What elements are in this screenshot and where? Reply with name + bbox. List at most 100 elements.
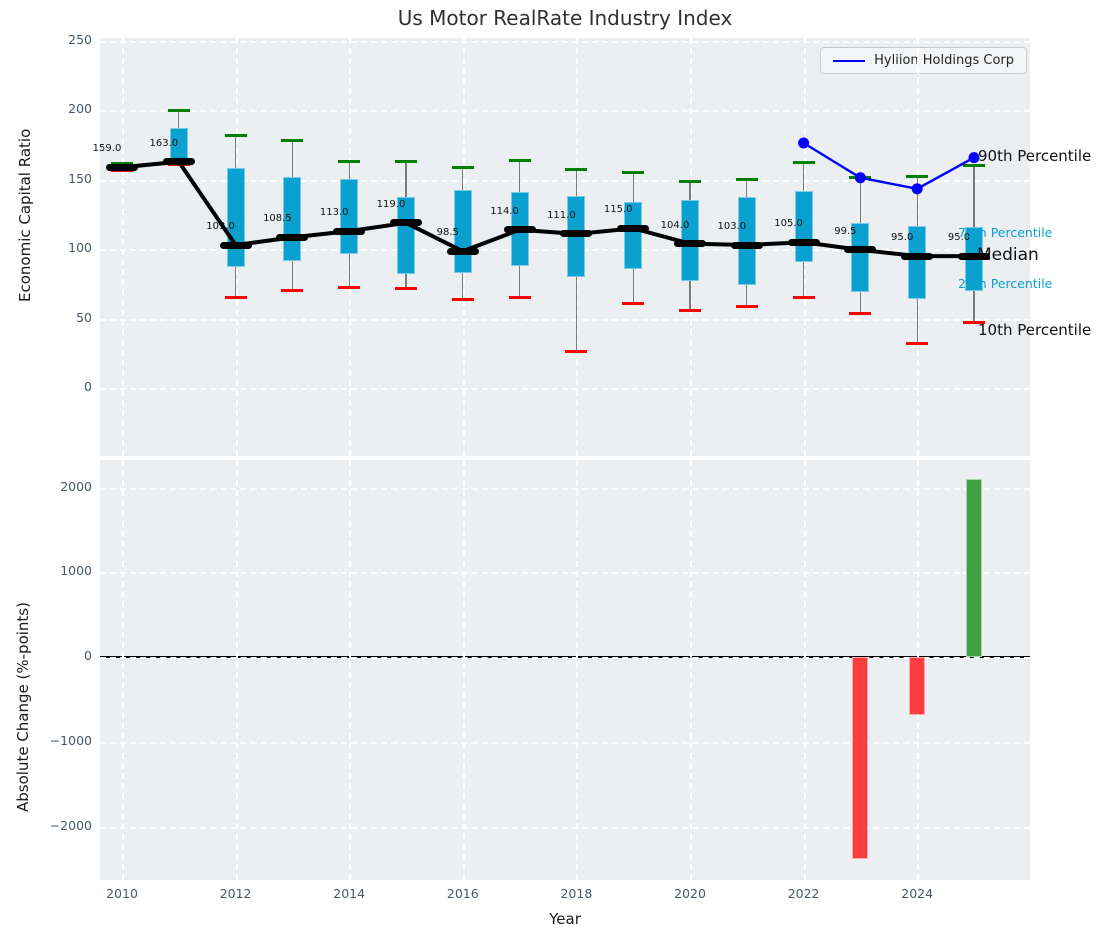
gridline	[100, 179, 1030, 182]
chart-title: Us Motor RealRate Industry Index	[397, 6, 733, 30]
gridline	[100, 826, 1030, 829]
bottom-y-tick-label: −1000	[49, 732, 92, 748]
hyliion-marker	[798, 137, 810, 149]
median-marker-2023	[844, 246, 877, 254]
box-2024	[908, 225, 927, 300]
annotation-p25: 25th Percentile	[958, 276, 1053, 291]
gridline	[803, 460, 806, 880]
median-value-label-2016: 98.5	[436, 227, 459, 239]
gridline	[349, 460, 352, 880]
x-tick-label: 2010	[106, 886, 138, 901]
cap-90th-2017	[508, 158, 531, 162]
box-2015	[397, 197, 415, 275]
top-plot-area: Hyliion Holdings Corp 159.0 163.0 103.0 108…	[93, 38, 1091, 456]
cap-90th-2020	[679, 179, 701, 183]
median-value-label-2024: 95.0	[891, 232, 914, 244]
annotation-median: Median	[977, 245, 1039, 265]
median-marker-2019	[617, 224, 650, 232]
median-marker-2021	[730, 241, 763, 249]
cap-10th-2016	[451, 298, 474, 302]
x-tick-label: 2012	[219, 886, 252, 901]
cap-10th-2024	[906, 342, 929, 346]
cap-10th-2022	[792, 296, 815, 300]
gridline	[100, 741, 1030, 744]
bar-2025	[966, 479, 982, 657]
annotation-p90: 90th Percentile	[978, 147, 1092, 165]
median-marker-2022	[787, 238, 820, 246]
cap-90th-2011	[167, 108, 190, 112]
median-value-label-2022: 105.0	[774, 218, 803, 230]
legend: Hyliion Holdings Corp	[820, 47, 1027, 74]
x-tick-label: 2016	[446, 886, 479, 901]
bottom-y-tick-label: 0	[84, 648, 92, 663]
gridline	[100, 487, 1030, 490]
box-2021	[737, 197, 756, 286]
top-y-axis-label: Economic Capital Ratio	[16, 128, 34, 302]
gridline	[100, 249, 1030, 252]
hyliion-marker	[854, 172, 866, 184]
legend-label: Hyliion Holdings Corp	[874, 53, 1014, 68]
median-marker-2011	[162, 158, 195, 166]
median-marker-2015	[390, 219, 422, 227]
cap-90th-2024	[906, 174, 929, 178]
cap-10th-2021	[735, 305, 758, 309]
bottom-y-tick-label: 2000	[60, 478, 92, 494]
cap-90th-2021	[735, 177, 758, 181]
annotation-p75: 75th Percentile	[958, 225, 1053, 240]
gridline	[690, 460, 692, 880]
cap-10th-2020	[679, 308, 701, 312]
top-y-tick-label: 150	[68, 170, 92, 186]
gridline	[122, 460, 124, 880]
median-value-label-2019: 115.0	[603, 204, 633, 216]
cap-10th-2012	[224, 296, 247, 300]
median-value-label-2013: 108.5	[263, 213, 292, 225]
bottom-plot-area	[100, 460, 1030, 880]
bottom-y-axis-label: Absolute Change (%-points)	[14, 602, 32, 812]
box-2023	[851, 222, 870, 293]
top-y-tick-label: 50	[76, 309, 92, 325]
x-tick-label: 2024	[901, 886, 934, 901]
x-tick-label: 2018	[560, 886, 593, 901]
median-line	[121, 159, 974, 259]
hyliion-marker	[968, 152, 980, 164]
cap-10th-2018	[565, 350, 588, 354]
median-value-label-2015: 119.0	[376, 198, 406, 210]
median-value-label-2025: 95.0	[947, 232, 971, 244]
gridline	[100, 110, 1030, 113]
bottom-y-tick-label: −2000	[49, 817, 92, 833]
x-tick-label: 2020	[674, 886, 706, 901]
cap-10th-2017	[508, 296, 531, 300]
median-marker-2017	[503, 226, 536, 234]
cap-90th-2016	[451, 165, 474, 169]
gridline	[100, 572, 1030, 575]
cap-10th-2013	[281, 288, 304, 292]
legend-line-sample	[833, 59, 866, 62]
hyliion-series-line	[798, 137, 980, 195]
cap-90th-2014	[338, 159, 361, 163]
hyliion-marker	[911, 183, 923, 195]
x-tick-label: 2022	[787, 886, 820, 901]
cap-90th-2013	[281, 139, 304, 143]
top-y-tick-label: 200	[68, 101, 92, 117]
cap-90th-2015	[395, 159, 417, 163]
gridline	[100, 657, 1030, 659]
x-axis-label: Year	[549, 910, 581, 928]
box-2014	[340, 179, 359, 255]
median-value-label-2014: 113.0	[319, 207, 349, 219]
gridline	[235, 460, 238, 880]
median-value-label-2017: 114.0	[490, 205, 519, 217]
cap-90th-2018	[565, 167, 588, 171]
median-value-label-2010: 159.0	[92, 143, 122, 155]
bar-2024	[909, 657, 926, 716]
gridline	[100, 41, 1030, 43]
cap-90th-2025	[963, 164, 985, 168]
median-marker-2010	[106, 163, 138, 171]
cap-90th-2012	[224, 133, 247, 137]
gridline	[100, 388, 1030, 390]
cap-10th-2019	[622, 301, 645, 305]
x-tick-label: 2014	[333, 886, 366, 901]
median-marker-2014	[333, 227, 366, 235]
median-value-label-2018: 111.0	[547, 209, 576, 221]
top-y-tick-label: 0	[84, 379, 92, 394]
box-2019	[624, 202, 643, 270]
